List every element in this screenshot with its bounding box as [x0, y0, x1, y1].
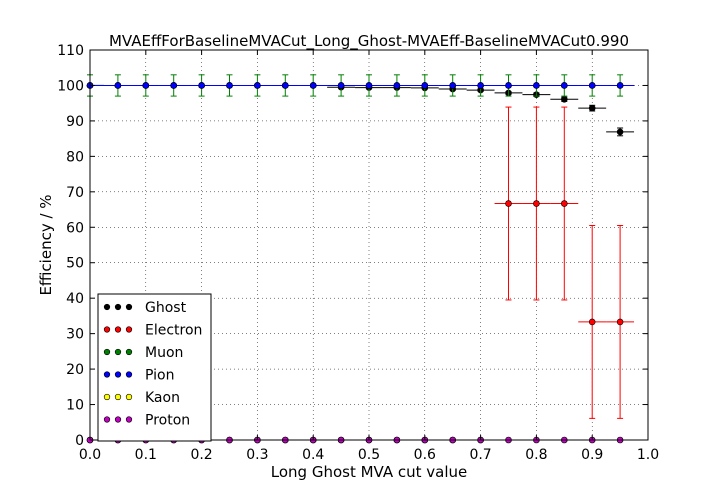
chart-title: MVAEffForBaselineMVACut_Long_Ghost-MVAEf… [109, 32, 629, 51]
legend-marker-muon [125, 348, 133, 356]
legend-marker-kaon [114, 393, 122, 401]
pion-point [114, 82, 122, 89]
y-tick-label: 30 [66, 327, 84, 343]
legend-marker-electron [114, 326, 122, 333]
pion-point [226, 82, 233, 89]
x-tick-label: 0.2 [190, 447, 212, 463]
legend-marker-ghost [103, 303, 111, 311]
x-tick-label: 0.0 [79, 447, 101, 463]
pion-point [393, 82, 401, 89]
x-tick-label: 0.8 [525, 447, 547, 463]
legend-label-ghost: Ghost [145, 300, 187, 316]
x-tick-label: 0.6 [414, 447, 436, 463]
legend-marker-ghost [114, 303, 122, 311]
series-pion [86, 82, 635, 89]
x-tick-label: 0.7 [469, 447, 491, 463]
x-tick-label: 1.0 [637, 447, 659, 463]
legend-label-pion: Pion [145, 368, 174, 384]
legend-marker-electron [103, 326, 111, 333]
y-tick-label: 10 [66, 398, 84, 414]
pion-point [505, 82, 512, 89]
legend-marker-pion [114, 371, 122, 378]
legend-marker-kaon [125, 393, 133, 401]
x-tick-label: 0.4 [302, 447, 324, 463]
pion-point [588, 82, 596, 89]
legend-label-kaon: Kaon [145, 390, 180, 406]
y-tick-label: 0 [75, 433, 84, 449]
legend-marker-proton [114, 416, 122, 423]
legend: Ghost Electron Muon Pion Kaon Proton [97, 293, 212, 442]
x-tick-label: 0.1 [135, 447, 157, 463]
pion-point [170, 82, 177, 89]
pion-point [560, 82, 568, 89]
legend-label-proton: Proton [145, 413, 190, 429]
axis-ticks: 0.0 0.1 0.2 0.3 0.4 0.5 0.6 0.7 0.8 0.9 1.0 0 10 20 30… [57, 43, 659, 463]
pion-point [365, 82, 373, 89]
pion-point [533, 82, 540, 89]
y-tick-label: 40 [66, 291, 84, 307]
electron-point [588, 318, 596, 326]
legend-marker-muon [103, 348, 111, 356]
electron-point [505, 200, 512, 207]
pion-point [309, 82, 317, 89]
y-tick-label: 70 [66, 185, 84, 201]
x-tick-label: 0.5 [358, 447, 380, 463]
legend-label-muon: Muon [145, 345, 183, 361]
legend-marker-kaon [103, 393, 111, 401]
electron-point [533, 200, 540, 207]
x-tick-label: 0.9 [581, 447, 603, 463]
electron-point [560, 200, 568, 207]
x-tick-label: 0.3 [246, 447, 268, 463]
y-tick-label: 90 [66, 114, 84, 130]
pion-point [281, 82, 289, 89]
legend-label-electron: Electron [145, 323, 202, 339]
ghost-point [588, 104, 596, 112]
legend-marker-pion [103, 371, 111, 378]
legend-box [97, 293, 212, 442]
y-tick-label: 60 [66, 220, 84, 236]
x-axis-label: Long Ghost MVA cut value [271, 463, 468, 481]
pion-point [142, 82, 150, 89]
y-tick-label: 100 [57, 78, 84, 94]
pion-point [337, 82, 345, 89]
legend-marker-muon [114, 348, 122, 356]
electron-point [616, 318, 624, 326]
legend-marker-ghost [125, 303, 133, 311]
y-axis-label: Efficiency / % [37, 194, 55, 295]
pion-point [421, 82, 429, 89]
y-tick-label: 20 [66, 362, 84, 378]
y-tick-label: 80 [66, 149, 84, 165]
pion-point [449, 82, 457, 89]
ghost-point [616, 128, 624, 136]
ghost-point [560, 95, 568, 103]
pion-point [477, 82, 484, 89]
pion-point [616, 82, 624, 89]
y-tick-label: 110 [57, 43, 84, 59]
legend-marker-proton [125, 416, 133, 423]
pion-point [198, 82, 205, 89]
legend-marker-electron [125, 326, 133, 333]
legend-marker-pion [125, 371, 133, 378]
y-tick-label: 50 [66, 256, 84, 272]
pion-point [254, 82, 261, 89]
legend-marker-proton [103, 416, 111, 423]
